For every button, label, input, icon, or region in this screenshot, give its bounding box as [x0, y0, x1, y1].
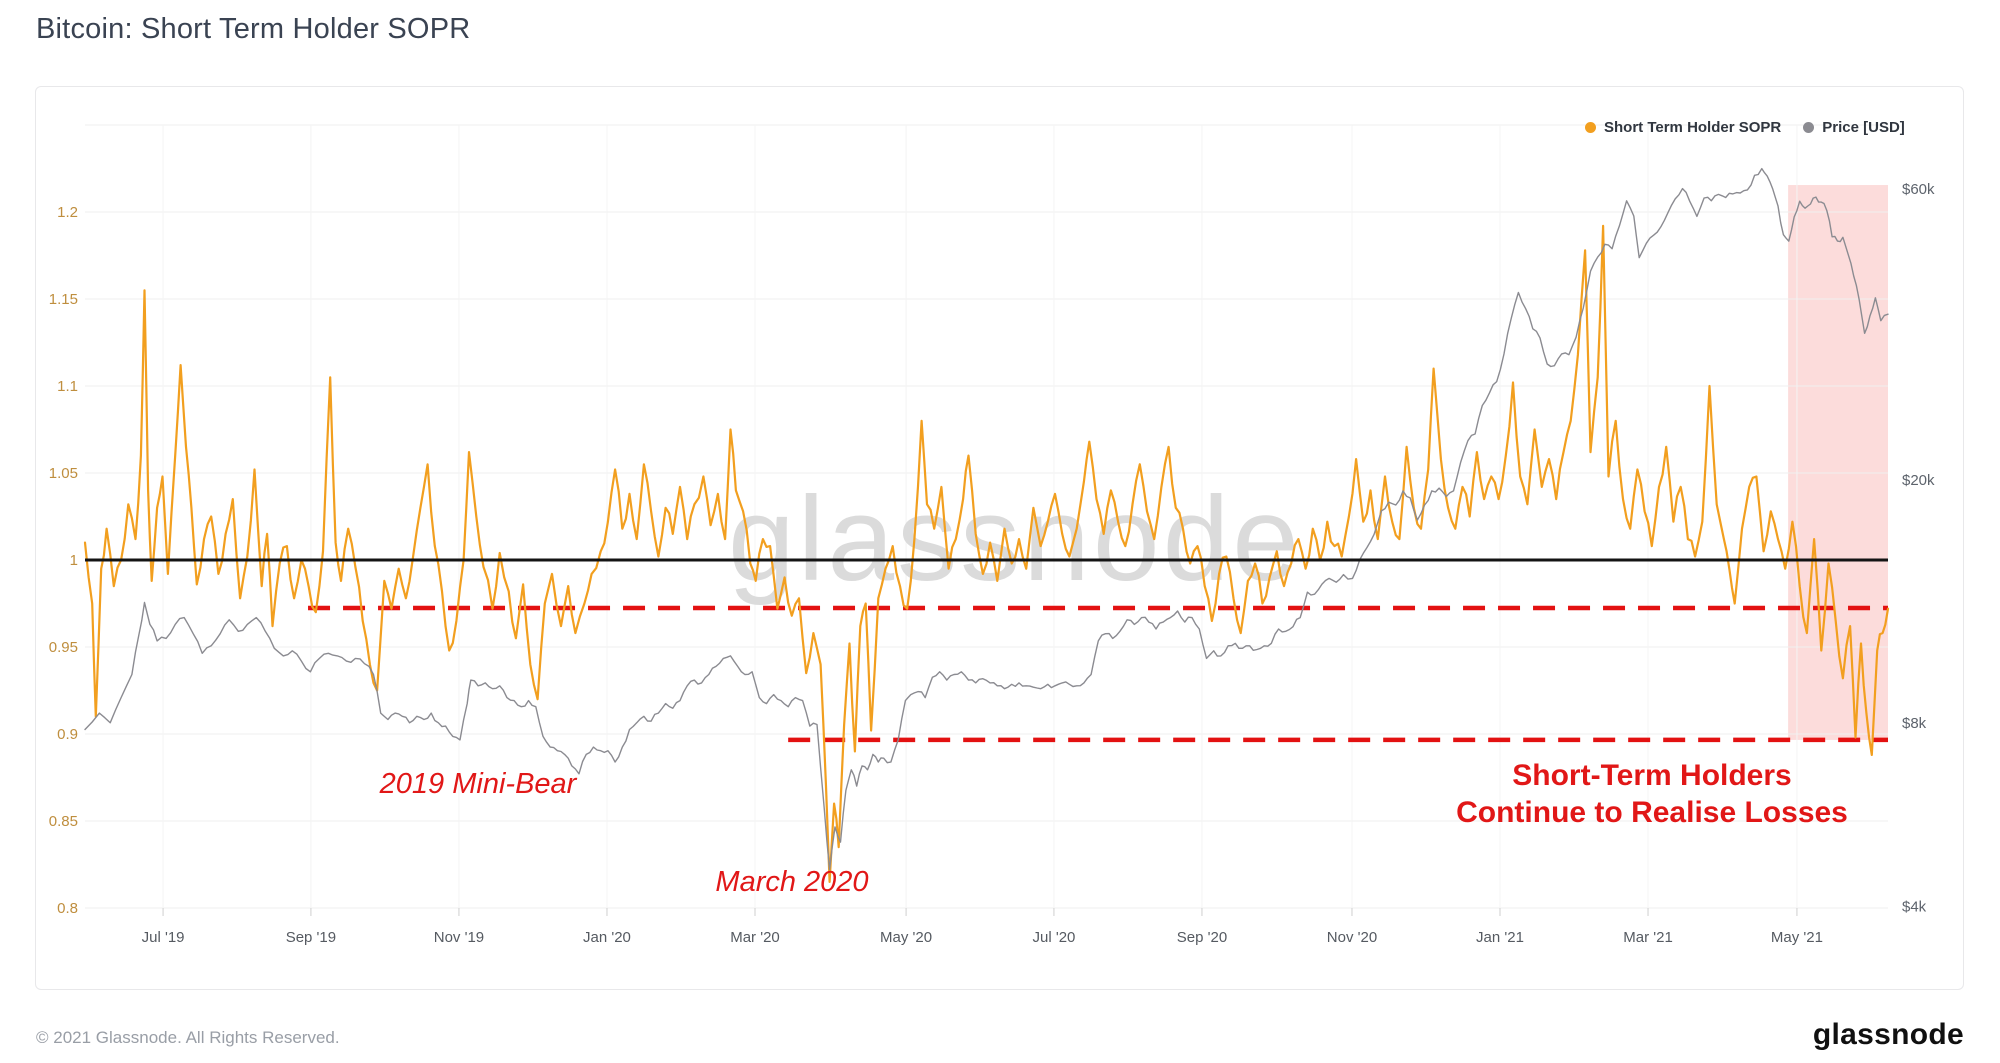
annotation-march-2020: March 2020 — [715, 866, 869, 898]
x-axis-tick-label: Jan '21 — [1476, 929, 1524, 946]
x-axis-tick-label: Sep '19 — [286, 929, 336, 946]
legend-item-sopr[interactable]: Short Term Holder SOPR — [1585, 119, 1781, 136]
x-axis-tick-label: Mar '21 — [1623, 929, 1673, 946]
right-axis-tick-label: $4k — [1902, 898, 1927, 915]
left-axis-tick-label: 0.8 — [57, 900, 78, 917]
annotation-sth-losses: Short-Term Holders Continue to Realise L… — [1402, 757, 1902, 831]
left-axis-tick-label: 1 — [70, 552, 78, 569]
sopr-line-series — [83, 224, 1890, 884]
highlight-band-may-2021 — [1788, 185, 1888, 740]
sopr-series-dot-icon — [1585, 122, 1596, 133]
left-axis-tick-label: 1.1 — [57, 378, 78, 395]
right-axis-tick-label: $8k — [1902, 715, 1927, 732]
right-axis-tick-label: $60k — [1902, 181, 1935, 198]
left-axis-tick-label: 1.05 — [49, 465, 78, 482]
annotation-sth-losses-line1: Short-Term Holders — [1512, 759, 1792, 792]
x-axis-tick-label: Nov '20 — [1327, 929, 1377, 946]
page-title: Bitcoin: Short Term Holder SOPR — [36, 13, 471, 45]
x-axis-tick-label: May '21 — [1771, 929, 1823, 946]
legend-item-price[interactable]: Price [USD] — [1803, 119, 1905, 136]
x-axis-tick-label: Nov '19 — [434, 929, 484, 946]
right-axis-tick-label: $20k — [1902, 472, 1935, 489]
left-axis-tick-label: 0.9 — [57, 726, 78, 743]
left-axis-tick-label: 0.95 — [49, 639, 78, 656]
glassnode-logo: glassnode — [1812, 1018, 1964, 1051]
left-axis-tick-label: 1.2 — [57, 204, 78, 221]
x-axis-tick-label: Jul '19 — [142, 929, 185, 946]
price-line-series — [84, 167, 1889, 871]
left-axis-tick-label: 1.15 — [49, 291, 78, 308]
price-series-dot-icon — [1803, 122, 1815, 133]
x-axis-tick-label: May '20 — [880, 929, 932, 946]
x-axis-tick-label: Sep '20 — [1177, 929, 1227, 946]
copyright-text: © 2021 Glassnode. All Rights Reserved. — [36, 1028, 340, 1047]
x-axis-tick-label: Jul '20 — [1032, 929, 1075, 946]
annotation-2019-mini-bear: 2019 Mini-Bear — [379, 768, 577, 800]
legend: Short Term Holder SOPR Price [USD] — [1585, 119, 1905, 136]
legend-label-sopr: Short Term Holder SOPR — [1604, 119, 1782, 136]
chart-card — [35, 86, 1964, 990]
annotation-sth-losses-line2: Continue to Realise Losses — [1456, 796, 1848, 829]
left-axis-tick-label: 0.85 — [49, 813, 78, 830]
x-axis-tick-label: Jan '20 — [583, 929, 631, 946]
x-axis-tick-label: Mar '20 — [730, 929, 780, 946]
legend-label-price: Price [USD] — [1822, 119, 1905, 136]
glassnode-watermark: glassnode — [728, 472, 1302, 606]
